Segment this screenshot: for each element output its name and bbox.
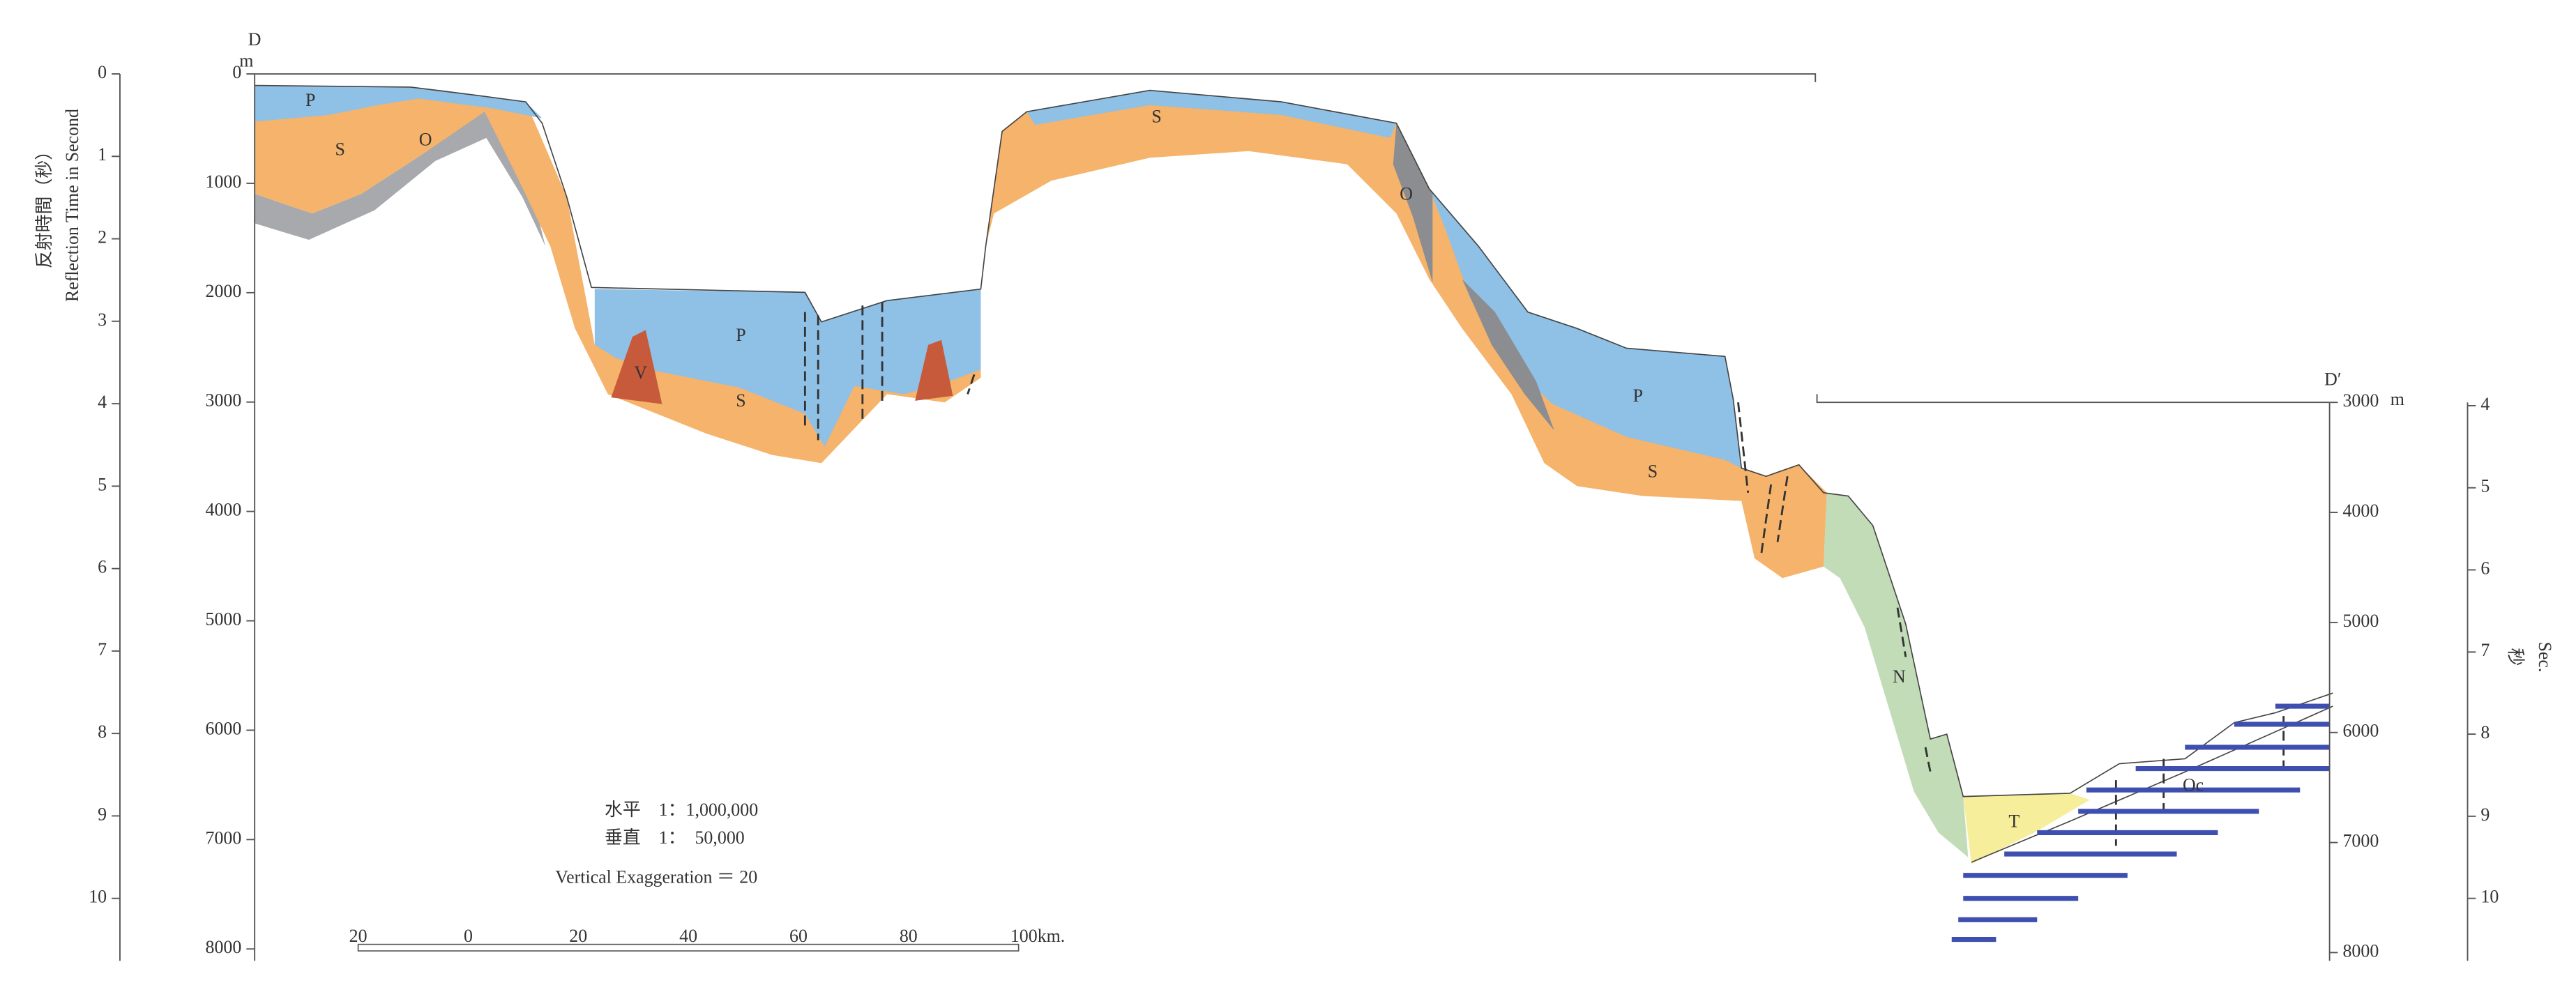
scale-tick: 60 bbox=[789, 926, 808, 946]
scale-tick: 40 bbox=[679, 926, 697, 946]
tick-label: 9 bbox=[98, 804, 107, 824]
unit-label: T bbox=[2008, 811, 2020, 831]
scale-tick: 80 bbox=[900, 926, 918, 946]
scale-tick: 0 bbox=[464, 926, 473, 946]
tick-label: 3 bbox=[98, 310, 107, 330]
unit-label: Oc bbox=[2183, 774, 2204, 795]
section-end: D′ bbox=[2324, 369, 2341, 390]
tick-label: 4 bbox=[98, 392, 107, 412]
scale-tick: 20 bbox=[349, 926, 368, 946]
tick-label: 6 bbox=[2480, 558, 2490, 578]
tick-label: 7000 bbox=[206, 827, 242, 848]
axis-title: Sec. bbox=[2535, 641, 2555, 672]
tick-label: 8 bbox=[2480, 722, 2490, 742]
unit-label: S bbox=[335, 139, 344, 160]
tick-label: 6 bbox=[98, 557, 107, 577]
axis-title: Reflection Time in Second bbox=[62, 109, 82, 302]
section-line bbox=[255, 73, 2330, 404]
strata bbox=[255, 84, 2333, 943]
tick-label: 10 bbox=[89, 887, 107, 907]
tick-label: 5000 bbox=[2342, 611, 2379, 631]
unit: m bbox=[239, 51, 253, 71]
tick-label: 8 bbox=[98, 722, 107, 742]
axis-title: 反射時間（秒） bbox=[34, 142, 54, 268]
unit-label: P bbox=[1633, 386, 1643, 406]
section-start: D bbox=[248, 29, 262, 49]
tick-label: 2 bbox=[98, 227, 107, 247]
tick-label: 5000 bbox=[206, 609, 242, 629]
tick-label: 6000 bbox=[2342, 721, 2379, 741]
tick-label: 4000 bbox=[2342, 501, 2379, 521]
scale-bar bbox=[357, 943, 1020, 952]
tick-label: 4000 bbox=[206, 500, 242, 520]
tick-label: 6000 bbox=[206, 718, 242, 738]
tick-label: 10 bbox=[2480, 887, 2499, 907]
unit-label: N bbox=[1893, 666, 1906, 687]
tick-label: 5 bbox=[2480, 476, 2490, 496]
tick-label: 7 bbox=[2480, 640, 2490, 660]
unit-label: P bbox=[736, 325, 745, 345]
unit-label: O bbox=[1400, 183, 1413, 204]
tick-label: 5 bbox=[98, 474, 107, 494]
tick-label: 7 bbox=[98, 639, 107, 659]
unit-label: V bbox=[634, 363, 647, 383]
scale-text: Vertical Exaggeration ＝ 20 bbox=[555, 867, 757, 887]
unit-label: S bbox=[1648, 461, 1658, 481]
tick-label: 3000 bbox=[206, 390, 242, 411]
tick-label: 8000 bbox=[206, 937, 242, 957]
unit-label: S bbox=[736, 390, 745, 411]
tick-label: 0 bbox=[98, 62, 107, 82]
tick-label: 4 bbox=[2480, 394, 2490, 414]
tick-label: 2000 bbox=[206, 281, 242, 301]
tick-label: 7000 bbox=[2342, 831, 2379, 851]
scale-text: 垂直 1： 50,000 bbox=[605, 827, 745, 848]
oceanic-crust-lines bbox=[1951, 703, 2330, 943]
unit-label: S bbox=[1151, 107, 1161, 127]
tick-label: 1 bbox=[98, 144, 107, 165]
scale-bar-end: 100km. bbox=[1010, 926, 1065, 946]
tick-label: 8000 bbox=[2342, 940, 2379, 961]
scale-tick: 20 bbox=[569, 926, 587, 946]
tick-label: 3000 bbox=[2342, 390, 2379, 411]
tick-label: 1000 bbox=[206, 171, 242, 192]
tick-label: 0 bbox=[232, 62, 241, 82]
unit-label: P bbox=[305, 90, 315, 110]
tick-label: 9 bbox=[2480, 804, 2490, 825]
scale-text: 水平 1：1,000,000 bbox=[605, 800, 758, 820]
axis-title: 秒 bbox=[2506, 648, 2526, 666]
unit: m bbox=[2391, 389, 2404, 409]
unit-label: O bbox=[419, 130, 432, 150]
